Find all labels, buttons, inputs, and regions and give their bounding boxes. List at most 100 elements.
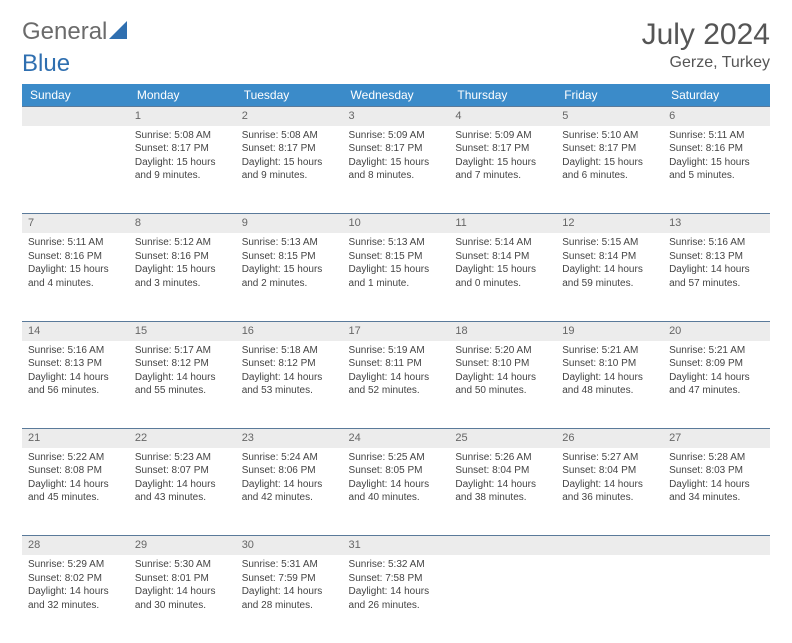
daylight-text-1: Daylight: 14 hours [562, 371, 657, 385]
week-row: Sunrise: 5:29 AMSunset: 8:02 PM Daylight:… [22, 555, 770, 643]
day-header: Sunday [22, 84, 129, 107]
day-cell: Sunrise: 5:08 AMSunset: 8:17 PMDaylight:… [236, 126, 343, 214]
daylight-text-2: and 45 minutes. [28, 491, 123, 505]
day-cell: Sunrise: 5:15 AMSunset: 8:14 PMDaylight:… [556, 233, 663, 321]
day-number: 30 [236, 536, 343, 555]
sunset-text: Sunset: 7:59 PM [242, 572, 337, 586]
logo-sail-icon [109, 18, 131, 46]
day-number: 8 [129, 214, 236, 233]
day-cell: Sunrise: 5:17 AMSunset: 8:12 PMDaylight:… [129, 341, 236, 429]
sunrise-text: Sunrise: 5:16 AM [28, 344, 123, 358]
day-number [449, 536, 556, 555]
day-header: Tuesday [236, 84, 343, 107]
daylight-text-2: and 48 minutes. [562, 384, 657, 398]
sunset-text: Sunset: 8:10 PM [562, 357, 657, 371]
day-number: 16 [236, 321, 343, 340]
day-number: 26 [556, 429, 663, 448]
sunrise-text: Sunrise: 5:25 AM [349, 451, 444, 465]
sunset-text: Sunset: 7:58 PM [349, 572, 444, 586]
daylight-text-1: Daylight: 14 hours [135, 585, 230, 599]
day-cell: Sunrise: 5:32 AMSunset: 7:58 PMDaylight:… [343, 555, 450, 643]
daylight-text-2: and 6 minutes. [562, 169, 657, 183]
daylight-text-1: Daylight: 14 hours [562, 478, 657, 492]
day-cell: Sunrise: 5:12 AMSunset: 8:16 PMDaylight:… [129, 233, 236, 321]
sunrise-text: Sunrise: 5:16 AM [669, 236, 764, 250]
sunrise-text: Sunrise: 5:23 AM [135, 451, 230, 465]
sunrise-text: Sunrise: 5:18 AM [242, 344, 337, 358]
day-cell: Sunrise: 5:18 AMSunset: 8:12 PMDaylight:… [236, 341, 343, 429]
daylight-text-2: and 28 minutes. [242, 599, 337, 613]
daylight-text-1: Daylight: 14 hours [28, 478, 123, 492]
sunrise-text: Sunrise: 5:11 AM [28, 236, 123, 250]
sunrise-text: Sunrise: 5:15 AM [562, 236, 657, 250]
daylight-text-2: and 38 minutes. [455, 491, 550, 505]
month-title: July 2024 [642, 18, 770, 52]
sunset-text: Sunset: 8:02 PM [28, 572, 123, 586]
daylight-text-1: Daylight: 15 hours [455, 156, 550, 170]
day-number: 11 [449, 214, 556, 233]
day-cell: Sunrise: 5:11 AMSunset: 8:16 PMDaylight:… [22, 233, 129, 321]
day-header: Wednesday [343, 84, 450, 107]
sunset-text: Sunset: 8:17 PM [135, 142, 230, 156]
daylight-text-1: Daylight: 14 hours [455, 371, 550, 385]
sunset-text: Sunset: 8:01 PM [135, 572, 230, 586]
sunset-text: Sunset: 8:12 PM [135, 357, 230, 371]
week-row: Sunrise: 5:22 AMSunset: 8:08 PMDaylight:… [22, 448, 770, 536]
sunrise-text: Sunrise: 5:13 AM [242, 236, 337, 250]
sunrise-text: Sunrise: 5:08 AM [242, 129, 337, 143]
daylight-text-2: and 7 minutes. [455, 169, 550, 183]
daylight-text-2: and 56 minutes. [28, 384, 123, 398]
day-cell: Sunrise: 5:11 AMSunset: 8:16 PMDaylight:… [663, 126, 770, 214]
daylight-text-2: and 34 minutes. [669, 491, 764, 505]
day-number: 22 [129, 429, 236, 448]
day-cell: Sunrise: 5:16 AMSunset: 8:13 PMDaylight:… [22, 341, 129, 429]
sunset-text: Sunset: 8:05 PM [349, 464, 444, 478]
daylight-text-1: Daylight: 15 hours [349, 263, 444, 277]
day-header-row: Sunday Monday Tuesday Wednesday Thursday… [22, 84, 770, 107]
daylight-text-1: Daylight: 15 hours [28, 263, 123, 277]
logo-text-1: General [22, 18, 107, 46]
sunrise-text: Sunrise: 5:26 AM [455, 451, 550, 465]
sunrise-text: Sunrise: 5:14 AM [455, 236, 550, 250]
sunrise-text: Sunrise: 5:27 AM [562, 451, 657, 465]
daylight-text-2: and 42 minutes. [242, 491, 337, 505]
day-number [663, 536, 770, 555]
sunset-text: Sunset: 8:15 PM [349, 250, 444, 264]
sunrise-text: Sunrise: 5:09 AM [455, 129, 550, 143]
daylight-text-2: and 32 minutes. [28, 599, 123, 613]
day-header: Saturday [663, 84, 770, 107]
day-header: Thursday [449, 84, 556, 107]
daylight-text-1: Daylight: 14 hours [28, 371, 123, 385]
daynum-row: 21222324252627 [22, 429, 770, 448]
daylight-text-2: and 55 minutes. [135, 384, 230, 398]
sunset-text: Sunset: 8:07 PM [135, 464, 230, 478]
sunset-text: Sunset: 8:06 PM [242, 464, 337, 478]
daylight-text-2: and 30 minutes. [135, 599, 230, 613]
day-number [556, 536, 663, 555]
day-number: 9 [236, 214, 343, 233]
day-number: 2 [236, 107, 343, 126]
daylight-text-1: Daylight: 14 hours [242, 585, 337, 599]
daynum-row: 28293031 [22, 536, 770, 555]
daylight-text-1: Daylight: 14 hours [455, 478, 550, 492]
day-number: 13 [663, 214, 770, 233]
sunrise-text: Sunrise: 5:28 AM [669, 451, 764, 465]
sunset-text: Sunset: 8:14 PM [562, 250, 657, 264]
sunset-text: Sunset: 8:15 PM [242, 250, 337, 264]
daylight-text-1: Daylight: 15 hours [562, 156, 657, 170]
sunrise-text: Sunrise: 5:29 AM [28, 558, 123, 572]
daylight-text-1: Daylight: 14 hours [669, 371, 764, 385]
sunrise-text: Sunrise: 5:08 AM [135, 129, 230, 143]
day-number: 6 [663, 107, 770, 126]
daylight-text-1: Daylight: 15 hours [349, 156, 444, 170]
day-cell: Sunrise: 5:20 AMSunset: 8:10 PMDaylight:… [449, 341, 556, 429]
day-cell: Sunrise: 5:19 AMSunset: 8:11 PMDaylight:… [343, 341, 450, 429]
day-cell: Sunrise: 5:21 AMSunset: 8:09 PMDaylight:… [663, 341, 770, 429]
daylight-text-2: and 40 minutes. [349, 491, 444, 505]
day-number: 29 [129, 536, 236, 555]
day-cell: Sunrise: 5:21 AMSunset: 8:10 PMDaylight:… [556, 341, 663, 429]
day-number: 27 [663, 429, 770, 448]
day-cell: Sunrise: 5:29 AMSunset: 8:02 PMDaylight:… [22, 555, 129, 643]
day-cell: Sunrise: 5:16 AMSunset: 8:13 PMDaylight:… [663, 233, 770, 321]
daylight-text-2: and 53 minutes. [242, 384, 337, 398]
